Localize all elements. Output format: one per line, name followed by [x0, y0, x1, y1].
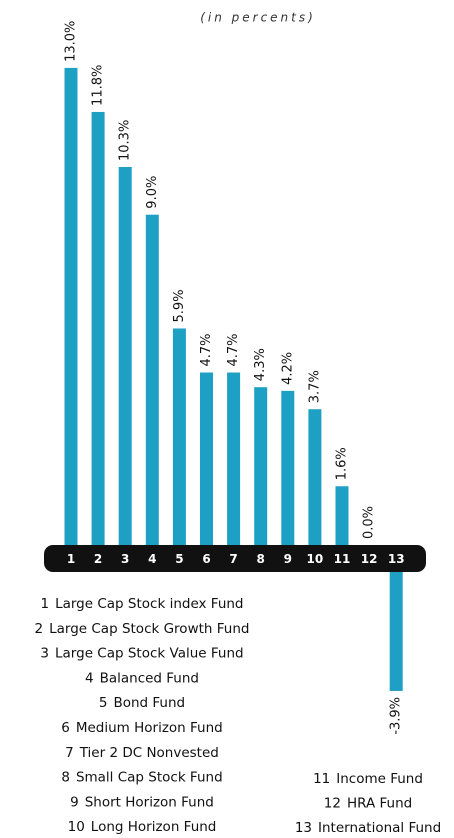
legend-number: 2 [35, 621, 44, 637]
legend-number: 10 [68, 819, 85, 835]
legend-number: 9 [70, 794, 79, 810]
category-label: 11 [334, 552, 351, 566]
legend-number: 11 [313, 771, 330, 787]
value-label: 4.7% [199, 333, 214, 366]
legend-number: 8 [61, 770, 70, 786]
value-label: 4.3% [253, 348, 268, 381]
legend-name: Large Cap Stock index Fund [55, 596, 243, 612]
legend-name: Medium Horizon Fund [76, 720, 223, 736]
bar [91, 111, 105, 545]
value-label: 9.0% [145, 176, 160, 209]
category-label: 8 [257, 552, 265, 566]
legend-number: 12 [324, 796, 341, 812]
legend-name: Tier 2 DC Nonvested [79, 745, 219, 761]
bar [281, 390, 295, 545]
category-label: 10 [307, 552, 324, 566]
value-label: 1.6% [335, 447, 350, 480]
legend-name: Long Horizon Fund [91, 819, 217, 835]
legend-number: 13 [295, 820, 312, 836]
legend-entry: 4 Balanced Fund [85, 670, 199, 686]
legend-entry: 2 Large Cap Stock Growth Fund [35, 621, 250, 637]
category-label: 4 [148, 552, 156, 566]
legend-number: 4 [85, 670, 94, 686]
value-label: 4.7% [226, 333, 241, 366]
legend-entry: 6 Medium Horizon Fund [61, 720, 222, 736]
legend-name: Income Fund [336, 771, 423, 787]
category-label: 9 [284, 552, 292, 566]
category-label: 5 [175, 552, 183, 566]
category-label: 3 [121, 552, 129, 566]
legend-name: Small Cap Stock Fund [76, 770, 223, 786]
legend-entry: 1 Large Cap Stock index Fund [40, 596, 243, 612]
legend-number: 1 [40, 596, 49, 612]
value-label: -3.9% [389, 697, 404, 735]
legend-name: Short Horizon Fund [85, 794, 214, 810]
bar [335, 486, 349, 545]
value-label: 4.2% [280, 352, 295, 385]
bar [254, 387, 268, 545]
value-label: 5.9% [172, 289, 187, 322]
bar [64, 67, 78, 546]
chart-subtitle: (in percents) [200, 11, 316, 25]
bar [118, 166, 132, 546]
category-label: 2 [94, 552, 102, 566]
legend-entry: 13 International Fund [295, 820, 441, 836]
category-label: 1 [67, 552, 75, 566]
legend-entry: 11 Income Fund [313, 771, 423, 787]
value-label: 11.8% [91, 65, 106, 106]
legend-number: 3 [40, 646, 49, 662]
legend-number: 5 [99, 695, 108, 711]
value-label: 10.3% [118, 120, 133, 161]
legend-name: Balanced Fund [100, 670, 199, 686]
legend-entry: 8 Small Cap Stock Fund [61, 770, 222, 786]
legend-entry: 3 Large Cap Stock Value Fund [40, 646, 243, 662]
legend-name: Bond Fund [113, 695, 185, 711]
category-label: 6 [202, 552, 210, 566]
category-band [44, 545, 426, 572]
bar [227, 372, 241, 545]
legend-number: 7 [65, 745, 74, 761]
legend-name: Large Cap Stock Growth Fund [49, 621, 249, 637]
bar [145, 214, 159, 545]
bar [308, 409, 322, 545]
bar [172, 328, 186, 545]
category-label: 12 [361, 552, 378, 566]
legend-entry: 7 Tier 2 DC Nonvested [65, 745, 219, 761]
bar [389, 572, 403, 691]
legend-entry: 5 Bond Fund [99, 695, 185, 711]
legend-name: HRA Fund [347, 796, 412, 812]
value-label: 0.0% [362, 506, 377, 539]
legend-number: 6 [61, 720, 70, 736]
legend-entry: 10 Long Horizon Fund [68, 819, 217, 835]
legend-entry: 12 HRA Fund [324, 796, 412, 812]
category-label: 13 [388, 552, 405, 566]
legend-entry: 9 Short Horizon Fund [70, 794, 214, 810]
value-label: 13.0% [64, 21, 79, 62]
category-label: 7 [229, 552, 237, 566]
bar [200, 372, 213, 545]
value-label: 3.7% [307, 370, 322, 403]
legend-name: International Fund [318, 820, 441, 836]
legend-name: Large Cap Stock Value Fund [55, 646, 244, 662]
